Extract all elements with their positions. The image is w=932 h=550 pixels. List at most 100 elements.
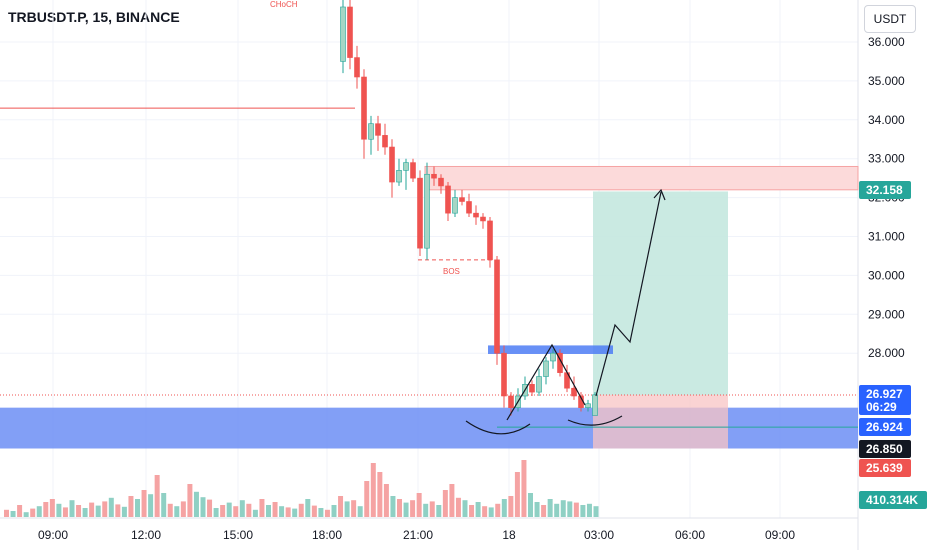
candle-body xyxy=(592,394,598,416)
volume-bar xyxy=(17,505,23,517)
price-tag-bg xyxy=(859,440,911,458)
volume-bar xyxy=(501,499,507,517)
price-tag-bg xyxy=(859,418,911,436)
volume-bar xyxy=(586,503,592,517)
bottom-curve-left xyxy=(465,420,531,435)
candle-body xyxy=(452,197,458,214)
volume-bar xyxy=(475,502,481,517)
y-tick-label: 29.000 xyxy=(868,307,905,321)
volume-bar xyxy=(128,496,134,517)
currency-button[interactable]: USDT xyxy=(864,5,916,33)
volume-tag-bg xyxy=(859,491,927,509)
volume-bar xyxy=(279,506,285,517)
volume-bar xyxy=(305,499,311,517)
price-tag: 26.850 xyxy=(859,440,911,458)
candle-body xyxy=(417,177,423,249)
neckline-zone xyxy=(488,345,613,354)
supply-zone xyxy=(424,165,859,191)
candle-body xyxy=(396,170,402,183)
volume-bar xyxy=(95,505,101,517)
volume-bar xyxy=(580,505,586,517)
volume-bar xyxy=(62,507,68,517)
candle-body xyxy=(403,162,409,171)
candle-body xyxy=(340,6,346,62)
volume-bar xyxy=(207,499,213,517)
pattern-line xyxy=(506,343,586,421)
volume-bar xyxy=(541,505,547,517)
volume-bar xyxy=(482,506,488,517)
x-tick-label: 09:00 xyxy=(765,528,795,542)
x-tick-label: 15:00 xyxy=(223,528,253,542)
volume-bar xyxy=(239,500,245,517)
volume-bar xyxy=(108,497,114,517)
volume-tag: 410.314K xyxy=(859,491,927,509)
price-tag-label: 26.927 xyxy=(866,387,903,401)
candle-body xyxy=(354,57,360,78)
candle-body xyxy=(347,6,353,58)
candle-body xyxy=(410,162,416,179)
volume-bar xyxy=(383,484,389,517)
bottom-curve-right xyxy=(567,415,623,426)
volume-bar xyxy=(82,508,88,517)
volume-bar xyxy=(148,494,154,517)
y-tick-label: 33.000 xyxy=(868,152,905,166)
volume-bar xyxy=(508,496,514,517)
price-tag-countdown: 06:29 xyxy=(866,400,897,414)
volume-bar xyxy=(298,503,304,517)
y-tick-label: 34.000 xyxy=(868,113,905,127)
x-tick-label: 06:00 xyxy=(675,528,705,542)
volume-bar xyxy=(534,502,540,517)
volume-bar xyxy=(220,505,226,517)
candle-body xyxy=(529,384,535,393)
volume-bar xyxy=(403,502,409,517)
candle-body xyxy=(494,259,500,354)
volume-bar xyxy=(193,491,199,517)
y-tick-label: 35.000 xyxy=(868,74,905,88)
volume-bar xyxy=(141,490,147,517)
volume-bar xyxy=(121,506,127,517)
demand-zone xyxy=(0,407,858,449)
volume-bar xyxy=(344,501,350,517)
y-tick-label: 31.000 xyxy=(868,230,905,244)
price-tag: 25.639 xyxy=(859,459,911,477)
volume-bar xyxy=(318,508,324,517)
volume-bar xyxy=(495,503,501,517)
volume-bar xyxy=(547,499,553,517)
volume-bar xyxy=(521,460,527,517)
volume-bar xyxy=(442,490,448,517)
volume-bar xyxy=(390,496,396,517)
candle-body xyxy=(424,173,430,249)
volume-bar xyxy=(36,506,42,517)
volume-bar xyxy=(266,505,271,517)
y-tick-label: 28.000 xyxy=(868,346,905,360)
x-tick-label: 18:00 xyxy=(312,528,342,542)
price-tag-label: 32.158 xyxy=(866,183,903,197)
projection-arrow xyxy=(595,191,662,397)
volume-bar xyxy=(462,500,468,517)
volume-bar xyxy=(69,500,75,517)
volume-bar xyxy=(135,499,140,517)
volume-bar xyxy=(416,493,422,517)
x-tick-label: 09:00 xyxy=(38,528,68,542)
volume-bar xyxy=(10,511,16,517)
volume-bar xyxy=(23,512,29,517)
volume-tag-label: 410.314K xyxy=(866,493,918,507)
candle-body xyxy=(382,135,388,148)
volume-bar xyxy=(49,499,55,517)
volume-bar xyxy=(567,501,573,517)
volume-bar xyxy=(410,500,416,517)
candle-body xyxy=(508,395,514,408)
volume-bar xyxy=(397,499,402,517)
volume-bar xyxy=(377,472,383,517)
volume-bar xyxy=(180,501,186,517)
volume-bar xyxy=(554,503,560,517)
volume-bar xyxy=(455,497,461,517)
candle-body xyxy=(501,352,507,397)
volume-bar xyxy=(429,501,435,517)
volume-bar xyxy=(436,505,442,517)
price-tag-label: 26.924 xyxy=(866,420,903,434)
candle-body xyxy=(466,201,472,214)
volume-bar xyxy=(115,504,121,517)
stop-zone xyxy=(593,394,728,449)
